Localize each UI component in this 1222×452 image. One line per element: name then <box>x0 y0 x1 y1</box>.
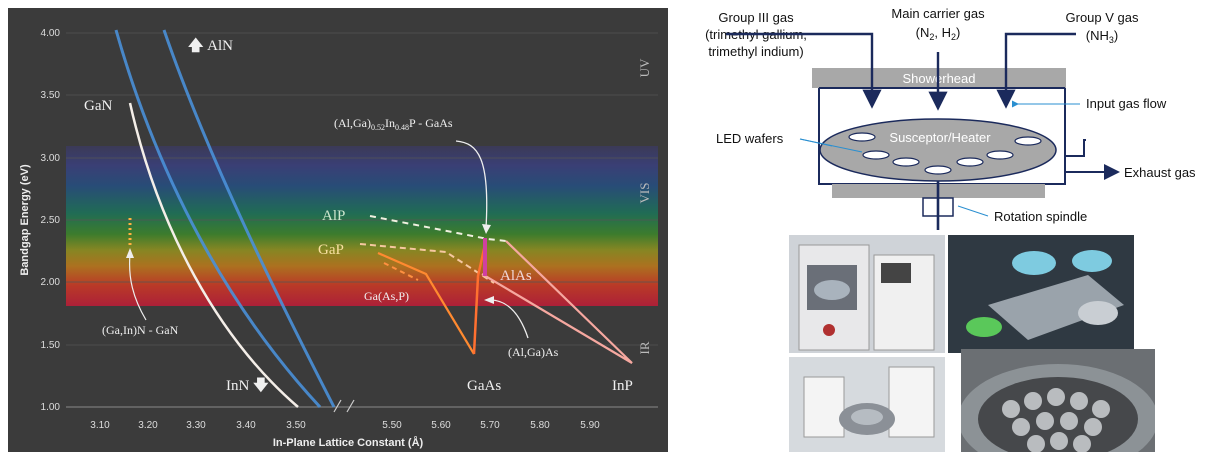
gainn-label: (Ga,In)N - GaN <box>102 323 179 337</box>
gaasp-label: Ga(As,P) <box>364 289 409 303</box>
group3-feed-arrow <box>726 32 882 109</box>
x-tick: 3.20 <box>138 420 158 431</box>
x-tick: 5.50 <box>382 420 402 431</box>
algaas-arrow <box>484 296 494 304</box>
inp-curve <box>481 240 633 364</box>
y-tick: 3.00 <box>41 153 61 164</box>
x-tick: 5.60 <box>431 420 451 431</box>
y-tick: 2.00 <box>41 277 61 288</box>
led-wafers-label: LED wafers <box>716 131 784 146</box>
carrier-gas-label: Main carrier gas <box>891 6 985 21</box>
visible-spectrum-band <box>66 146 658 306</box>
rotation-spindle-label: Rotation spindle <box>994 209 1087 224</box>
exhaust-label: Exhaust gas <box>1124 165 1196 180</box>
aln-curve <box>162 29 336 408</box>
reactor-diagram: Group III gas (trimethyl gallium, trimet… <box>705 6 1196 230</box>
reactor-system-photo <box>789 235 945 353</box>
aln-label: 🡅 AlN <box>188 37 233 54</box>
group3-gas-detail: trimethyl indium) <box>708 44 803 59</box>
algaas-label: (Al,Ga)As <box>508 345 559 359</box>
y-tick: 1.50 <box>41 340 61 351</box>
algainp-arrow <box>482 224 491 234</box>
led-wafers <box>848 132 1042 175</box>
alp-alas-curve <box>369 215 507 242</box>
y-tick: 3.50 <box>41 90 61 101</box>
group5-gas-label: Group V gas <box>1066 10 1139 25</box>
x-tick: 3.40 <box>236 420 256 431</box>
y-axis-label: Bandgap Energy (eV) <box>19 164 31 276</box>
susceptor-label: Susceptor/Heater <box>889 130 991 145</box>
wafer-carrier-photo <box>961 349 1155 452</box>
input-gas-flow-label: Input gas flow <box>1086 96 1167 111</box>
reactor-module-photo <box>789 357 945 452</box>
x-tick: 3.30 <box>186 420 206 431</box>
x-tick: 5.90 <box>580 420 600 431</box>
x-tick: 3.50 <box>286 420 306 431</box>
group3-gas-label: Group III gas <box>718 10 794 25</box>
carrier-gas-detail: (N2, H2) <box>916 25 961 42</box>
gaasp-curve <box>377 251 475 355</box>
bandgap-chart-panel: 4.00 3.50 3.00 2.50 2.00 1.50 1.00 3.10 … <box>8 8 668 452</box>
x-tick: 3.10 <box>90 420 110 431</box>
inp-label: InP <box>612 378 633 394</box>
x-tick: 5.70 <box>480 420 500 431</box>
alas-label: AlAs <box>500 268 532 284</box>
inn-label: InN 🡇 <box>226 377 269 394</box>
gan-label: GaN <box>84 98 112 114</box>
region-label-vis: VIS <box>637 183 652 204</box>
ingan-curve <box>128 102 299 408</box>
chamber-render-photo <box>948 235 1134 353</box>
y-tick: 1.00 <box>41 402 61 413</box>
x-axis-label: In-Plane Lattice Constant (Å) <box>273 436 424 449</box>
region-label-ir: IR <box>637 341 652 354</box>
gaas-label: GaAs <box>467 378 501 394</box>
bandgap-chart: 4.00 3.50 3.00 2.50 2.00 1.50 1.00 3.10 … <box>19 28 658 449</box>
gainn-arrow <box>126 248 134 258</box>
group5-feed-arrow <box>996 32 1076 109</box>
region-label-uv: UV <box>637 58 652 77</box>
x-tick: 5.80 <box>530 420 550 431</box>
alp-label: AlP <box>322 208 345 224</box>
y-tick: 4.00 <box>41 28 61 39</box>
axis-break-mark <box>333 399 355 413</box>
mocvd-reactor-panel: Group III gas (trimethyl gallium, trimet… <box>676 0 1222 452</box>
inn-aln-boundary-curve <box>114 29 322 409</box>
gap-label: GaP <box>318 242 344 258</box>
y-tick: 2.50 <box>41 215 61 226</box>
algainp-label: (Al,Ga)0.52In0.48P - GaAs <box>334 116 453 132</box>
group5-gas-detail: (NH3) <box>1086 28 1118 45</box>
